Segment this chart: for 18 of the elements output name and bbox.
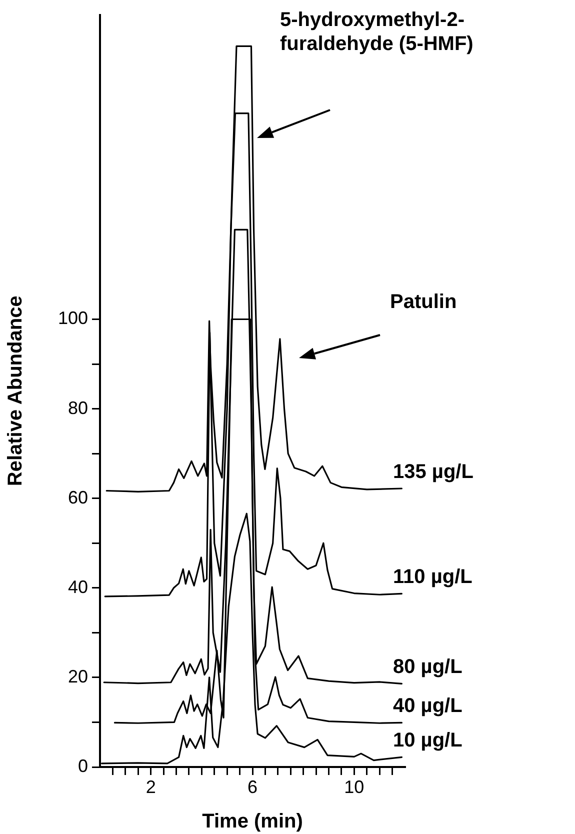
series-label: 135 µg/L bbox=[393, 461, 474, 484]
annotation: 5-hydroxymethyl-2-furaldehyde (5-HMF) bbox=[280, 8, 474, 56]
y-tick-label: 60 bbox=[68, 487, 88, 508]
y-tick-label: 80 bbox=[68, 398, 88, 418]
y-tick-label: 40 bbox=[68, 576, 88, 597]
x-tick-label: 6 bbox=[247, 776, 258, 797]
y-axis-title: Relative Abundance bbox=[4, 296, 27, 486]
y-tick-label: 20 bbox=[68, 666, 88, 686]
series-label: 80 µg/L bbox=[393, 656, 462, 678]
series-label: 40 µg/L bbox=[393, 695, 462, 718]
y-tick-label: 100 bbox=[58, 308, 88, 328]
x-axis-title: Time (min) bbox=[202, 810, 303, 833]
x-tick-label: 2 bbox=[146, 776, 156, 797]
series-label: 110 µg/L bbox=[393, 566, 472, 588]
series-label: 10 µg/L bbox=[393, 730, 462, 752]
annotation: Patulin bbox=[390, 290, 458, 314]
x-tick-label: 10 bbox=[344, 776, 364, 797]
y-tick-label: 0 bbox=[78, 756, 88, 776]
